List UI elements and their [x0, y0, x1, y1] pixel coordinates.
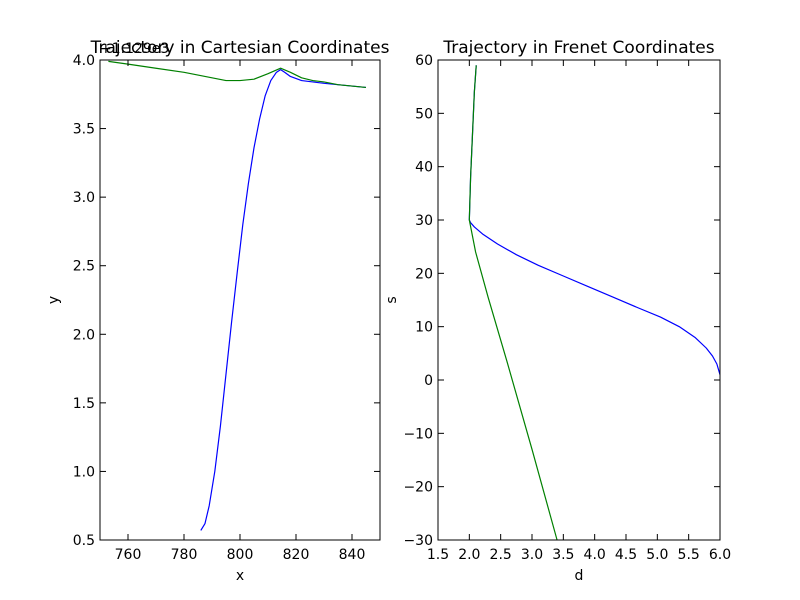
frenet-series-layer: [468, 65, 721, 541]
frenet-x-tick-label: 2.0: [458, 547, 480, 563]
cartesian-x-axis-label: x: [236, 568, 244, 584]
cartesian-series-line-2: [108, 60, 367, 89]
frenet-subplot: 1.5 2.0 2.5 3.0 3.5 4.0 4.5 5.0 5.5 6.0 −30 −20 −10 0…: [384, 38, 731, 584]
frenet-x-tick-label: 2.5: [490, 547, 512, 563]
frenet-y-tick-label: 40: [415, 160, 433, 176]
cartesian-x-tick-label: 760: [115, 547, 142, 563]
cartesian-y-tick-label: 2.5: [73, 259, 95, 275]
frenet-x-tick-label: 5.0: [646, 547, 668, 563]
frenet-y-tick-label: −30: [403, 533, 433, 549]
frenet-x-tick-label: 4.5: [615, 547, 637, 563]
frenet-y-tick-label: 10: [415, 320, 433, 336]
frenet-y-tick-label: 30: [415, 213, 433, 229]
frenet-y-tick-label: −10: [403, 426, 433, 442]
cartesian-series-layer: [108, 60, 367, 531]
frenet-x-tick-label: 1.5: [427, 547, 449, 563]
cartesian-y-axis-label: y: [46, 296, 62, 304]
cartesian-y-tick-label: 2.0: [73, 327, 95, 343]
cartesian-y-tick-label: 3.0: [73, 190, 95, 206]
frenet-y-tick-label: 50: [415, 106, 433, 122]
cartesian-x-tick-label: 800: [227, 547, 254, 563]
frenet-axes-frame: [437, 59, 721, 541]
frenet-x-tick-label: 3.0: [521, 547, 543, 563]
frenet-y-tick-label: 60: [415, 53, 433, 69]
frenet-x-axis-label: d: [575, 568, 584, 584]
cartesian-y-tick-label: 1.5: [73, 396, 95, 412]
cartesian-x-tick-label: 780: [171, 547, 198, 563]
frenet-y-tick-label: 0: [424, 373, 433, 389]
frenet-series-line-2: [468, 65, 558, 541]
frenet-y-tick-label: 20: [415, 266, 433, 282]
cartesian-ticks: 760 780 800 820 840 0.5 1.0 1.5 2.0 2.5 3.0 3.5 4.0: [73, 53, 380, 563]
cartesian-subplot: 760 780 800 820 8400.51.01.52.02.53.03.54.0 …: [46, 38, 390, 584]
cartesian-y-tick-label: 1.0: [73, 464, 95, 480]
frenet-y-tick-label: −20: [403, 480, 433, 496]
cartesian-title: Trajectory in Cartesian Coordinates: [90, 38, 390, 58]
frenet-x-tick-label: 6.0: [709, 547, 731, 563]
frenet-ticks: 1.5 2.0 2.5 3.0 3.5 4.0 4.5 5.0 5.5 6.0 −30 −20 −10 0…: [403, 53, 731, 563]
cartesian-x-tick-label: 840: [339, 547, 366, 563]
cartesian-x-tick-label: 820: [283, 547, 310, 563]
frenet-x-tick-label: 5.5: [678, 547, 700, 563]
frenet-y-axis-label: s: [384, 296, 400, 303]
frenet-title: Trajectory in Frenet Coordinates: [442, 38, 714, 58]
cartesian-series-line-1: [200, 68, 367, 531]
cartesian-y-tick-label: 0.5: [73, 533, 95, 549]
cartesian-y-offset-label: +1.129e3: [100, 41, 169, 57]
frenet-x-tick-label: 4.0: [584, 547, 606, 563]
frenet-x-tick-label: 3.5: [552, 547, 574, 563]
cartesian-y-tick-label: 4.0: [73, 53, 95, 69]
cartesian-y-tick-label: 3.5: [73, 122, 95, 138]
